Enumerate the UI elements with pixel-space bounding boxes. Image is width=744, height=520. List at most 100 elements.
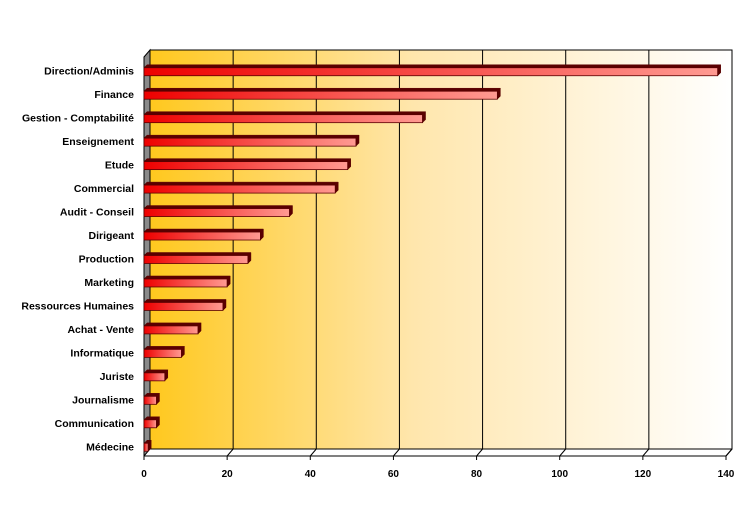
bar-front-face <box>143 161 349 171</box>
x-axis: 0 20 40 60 80 100 120 140 <box>141 448 735 480</box>
category-label: Dirigeant <box>88 230 134 242</box>
bar-front-face <box>143 208 290 217</box>
x-tick-label: 60 <box>388 469 400 480</box>
bar-front-face <box>143 255 249 264</box>
bar-top-face <box>143 205 294 209</box>
bar-end-cap <box>247 251 252 265</box>
bar-end-cap <box>226 275 231 288</box>
bar-end-cap <box>156 416 160 429</box>
bar <box>143 181 339 194</box>
x-tick-label: 120 <box>635 469 652 480</box>
bar-front-face <box>143 395 157 405</box>
bar-front-face <box>143 302 224 311</box>
category-label: Médecine <box>86 441 134 453</box>
bar-front-face <box>143 184 336 194</box>
category-label: Production <box>79 254 134 266</box>
bar-top-face <box>143 64 722 68</box>
category-label: Gestion - Comptabilité <box>22 113 134 125</box>
bar-front-face <box>143 137 357 147</box>
bar-top-face <box>143 87 501 92</box>
bar <box>143 158 352 171</box>
category-label: Achat - Vente <box>67 324 134 336</box>
bar-end-cap <box>156 392 160 405</box>
bar <box>143 369 169 382</box>
gridline-floor <box>226 448 234 457</box>
gridline-floor <box>476 448 483 457</box>
bar-end-cap <box>289 204 293 218</box>
bar-front-face <box>143 231 261 241</box>
gridline-floor <box>642 448 650 457</box>
bar-top-face <box>143 252 252 256</box>
category-label: Commercial <box>74 183 134 195</box>
gridline-floor <box>393 448 400 457</box>
bar-end-cap <box>334 181 339 194</box>
bar-top-face <box>143 228 265 233</box>
category-label: Etude <box>105 160 134 172</box>
bar-top-face <box>143 111 427 115</box>
category-label: Communication <box>55 418 134 430</box>
bar <box>143 298 227 312</box>
bar-end-cap <box>222 298 227 312</box>
bar-end-cap <box>260 228 264 241</box>
category-label: Informatique <box>70 347 134 359</box>
category-label: Juriste <box>100 371 135 383</box>
bar-top-face <box>143 275 231 280</box>
category-label: Journalisme <box>72 394 134 406</box>
category-label: Direction/Adminis <box>44 66 134 78</box>
bar-end-cap <box>147 439 152 452</box>
bars <box>143 64 722 452</box>
bar <box>143 204 294 218</box>
x-tick-label: 0 <box>141 469 147 480</box>
back-wall <box>149 49 733 450</box>
bar-top-face <box>143 346 186 350</box>
bar <box>143 134 360 147</box>
category-label: Marketing <box>84 277 134 289</box>
x-tick-label: 100 <box>551 469 568 480</box>
bar-end-cap <box>355 134 360 147</box>
bar <box>143 439 152 452</box>
bar <box>143 64 722 77</box>
x-tick-label: 40 <box>305 469 317 480</box>
bar-end-cap <box>347 158 351 171</box>
bar <box>143 111 427 124</box>
x-tick-label: 80 <box>471 469 483 480</box>
bar-top-face <box>143 369 169 374</box>
bar <box>143 392 161 405</box>
bar <box>143 416 161 429</box>
bar-end-cap <box>181 345 185 358</box>
bar-front-face <box>143 67 719 77</box>
bar-top-face <box>143 322 202 327</box>
bar-end-cap <box>164 369 169 382</box>
x-axis-depth-edge <box>725 448 733 457</box>
bar-front-face <box>143 372 166 382</box>
bar <box>143 275 231 288</box>
category-label: Enseignement <box>62 136 134 148</box>
bar-top-face <box>143 181 339 186</box>
bar-front-face <box>143 114 423 124</box>
bar <box>143 322 202 335</box>
bar-front-face <box>143 90 498 100</box>
bar-end-cap <box>497 87 501 100</box>
category-label: Audit - Conseil <box>60 207 134 219</box>
bar-top-face <box>143 299 227 303</box>
bar <box>143 251 252 265</box>
bar-front-face <box>143 348 182 358</box>
bar-front-face <box>143 419 157 429</box>
bar-top-face <box>143 134 360 139</box>
bar-front-face <box>143 325 199 335</box>
bar-front-face <box>143 442 149 452</box>
bar-end-cap <box>197 322 202 335</box>
gridline-floor <box>309 448 317 457</box>
x-tick-label: 140 <box>718 469 735 480</box>
bar-front-face <box>143 278 228 288</box>
bar <box>143 228 265 241</box>
category-label: Ressources Humaines <box>21 300 134 312</box>
bar <box>143 87 501 100</box>
category-labels: Direction/Adminis Finance Gestion - Compta… <box>21 66 134 454</box>
bar-top-face <box>143 158 352 162</box>
category-label: Finance <box>94 89 134 101</box>
bar-end-cap <box>717 64 721 77</box>
bar <box>143 345 186 358</box>
bar-end-cap <box>422 111 426 124</box>
